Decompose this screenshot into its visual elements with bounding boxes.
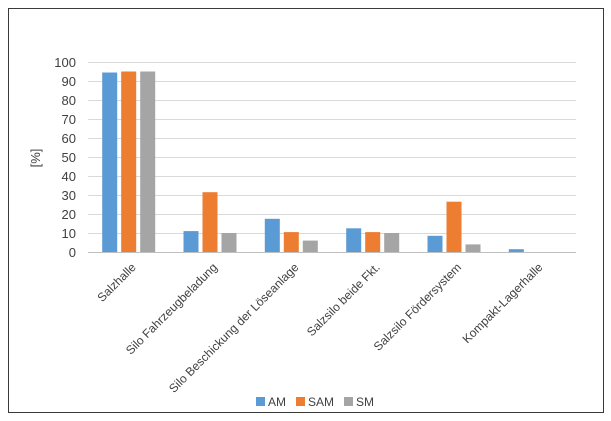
bar-sm <box>465 244 481 252</box>
bar-sam <box>202 192 218 252</box>
y-tick-labels: 0 10 20 30 40 50 60 70 80 90 100 <box>54 55 76 260</box>
y-tick-label: 40 <box>62 169 76 184</box>
bar-sm <box>140 71 156 252</box>
chart-border <box>8 8 604 413</box>
legend-swatch-am <box>256 397 265 406</box>
y-tick-label: 20 <box>62 207 76 222</box>
gridlines <box>88 62 576 234</box>
bar-sam <box>121 71 137 252</box>
y-tick-label: 60 <box>62 131 76 146</box>
bar-sm <box>384 233 400 252</box>
bar-am <box>264 218 280 253</box>
legend-label-sam: SAM <box>308 395 334 409</box>
y-tick-label: 100 <box>54 55 76 70</box>
bar-sam <box>283 232 299 252</box>
bar-am <box>183 231 199 252</box>
legend-swatch-sm <box>344 397 353 406</box>
legend-label-sm: SM <box>356 395 374 409</box>
y-tick-label: 10 <box>62 226 76 241</box>
y-axis-title: [%] <box>28 149 43 168</box>
bar-sm <box>302 240 318 252</box>
legend-swatch-sam <box>296 397 305 406</box>
bar-am <box>508 249 524 252</box>
y-tick-label: 90 <box>62 74 76 89</box>
legend-label-am: AM <box>268 395 286 409</box>
bars <box>102 71 524 253</box>
legend: AM SAM SM <box>256 395 374 409</box>
bar-am <box>346 228 362 253</box>
y-tick-label: 70 <box>62 112 76 127</box>
bar-am <box>102 72 118 252</box>
y-tick-label: 80 <box>62 93 76 108</box>
bar-sm <box>221 233 237 252</box>
bar-sam <box>446 201 462 252</box>
bar-sam <box>365 232 381 252</box>
y-tick-label: 50 <box>62 150 76 165</box>
bar-am <box>427 235 443 252</box>
y-tick-label: 0 <box>69 245 76 260</box>
y-tick-label: 30 <box>62 188 76 203</box>
